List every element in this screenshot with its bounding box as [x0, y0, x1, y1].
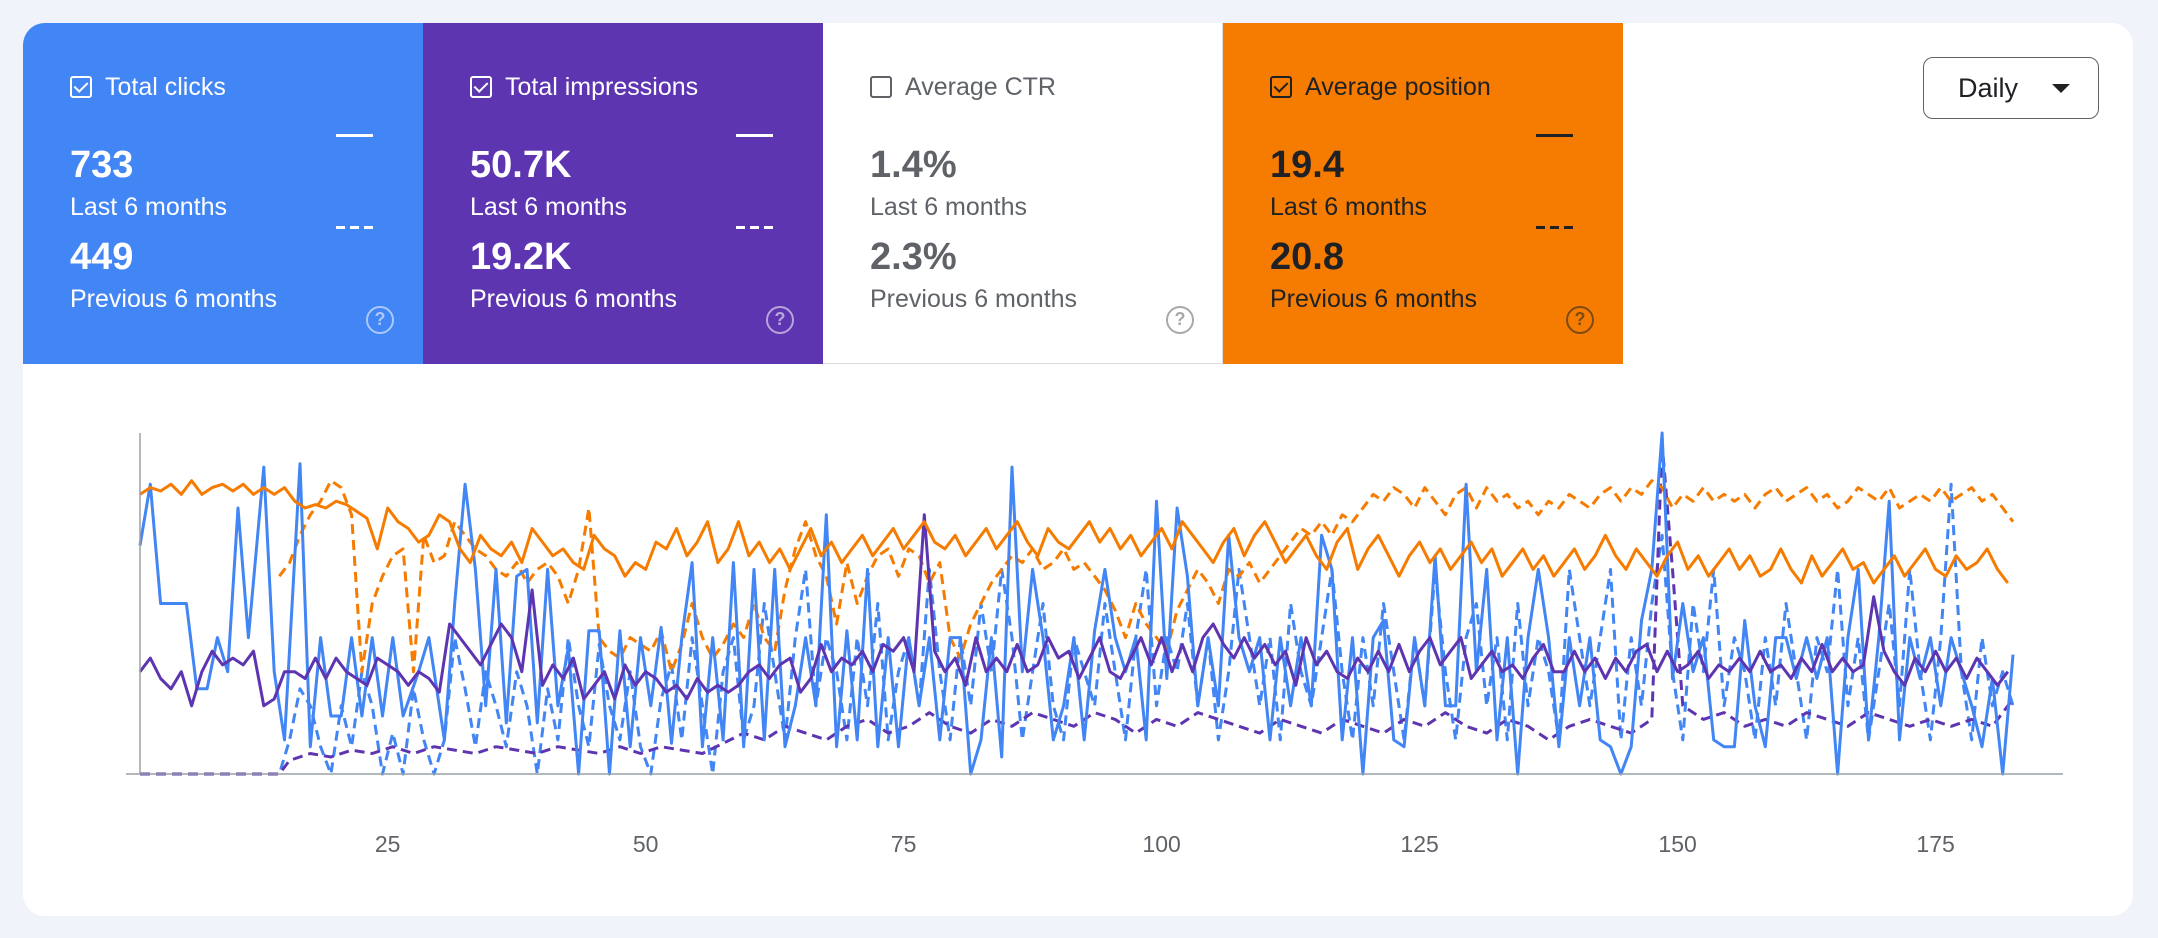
- help-circle-icon[interactable]: ?: [766, 306, 794, 334]
- x-tick-label: 75: [891, 831, 917, 857]
- tile-title: Average position: [1305, 72, 1491, 101]
- x-tick-label: 125: [1400, 831, 1438, 857]
- performance-card: Total clicks 733 Last 6 months 449 Previ…: [23, 23, 2133, 916]
- previous-period: Previous 6 months: [870, 285, 1078, 313]
- tile-average-ctr[interactable]: Average CTR 1.4% Last 6 months 2.3% Prev…: [823, 23, 1223, 364]
- x-tick-labels: 25 50 75 100 125 150 175: [375, 831, 1955, 857]
- dashed-line-legend-icon: [736, 226, 773, 229]
- tile-header: Average CTR: [870, 72, 1056, 102]
- previous-period: Previous 6 months: [1270, 285, 1478, 313]
- current-value: 733: [70, 144, 134, 186]
- checkbox-icon[interactable]: [470, 76, 492, 98]
- x-tick-label: 150: [1658, 831, 1696, 857]
- tile-header: Total impressions: [470, 72, 698, 102]
- series-line-total-clicks-previous: [140, 482, 2015, 776]
- current-value: 19.4: [1270, 144, 1344, 186]
- tile-header: Average position: [1270, 72, 1491, 102]
- performance-line-chart: 25 50 75 100 125 150 175: [126, 431, 2063, 857]
- x-tick-label: 25: [375, 831, 401, 857]
- dashed-line-legend-icon: [336, 226, 373, 229]
- current-period: Last 6 months: [1270, 193, 1428, 221]
- tile-total-clicks[interactable]: Total clicks 733 Last 6 months 449 Previ…: [23, 23, 423, 364]
- checkbox-icon[interactable]: [870, 76, 892, 98]
- solid-line-legend-icon: [1536, 134, 1573, 137]
- current-period: Last 6 months: [70, 193, 228, 221]
- tile-title: Average CTR: [905, 72, 1056, 101]
- previous-period: Previous 6 months: [470, 285, 678, 313]
- series-layer: [138, 431, 2015, 776]
- previous-value: 20.8: [1270, 236, 1344, 278]
- x-tick-label: 175: [1916, 831, 1954, 857]
- dashed-line-legend-icon: [1536, 226, 1573, 229]
- x-tick-label: 100: [1142, 831, 1180, 857]
- current-value: 50.7K: [470, 144, 572, 186]
- checkbox-icon[interactable]: [70, 76, 92, 98]
- previous-period: Previous 6 months: [70, 285, 278, 313]
- granularity-label: Daily: [1958, 72, 2019, 103]
- series-line-average-position: [139, 479, 2009, 585]
- help-circle-icon[interactable]: ?: [366, 306, 394, 334]
- granularity-dropdown[interactable]: Daily: [1923, 57, 2099, 119]
- solid-line-legend-icon: [336, 134, 373, 137]
- caret-down-icon: [2052, 84, 2070, 93]
- tile-header: Total clicks: [70, 72, 226, 102]
- current-value: 1.4%: [870, 144, 957, 186]
- tile-average-position[interactable]: Average position 19.4 Last 6 months 20.8…: [1223, 23, 1623, 364]
- metric-tiles: Total clicks 733 Last 6 months 449 Previ…: [23, 23, 1623, 364]
- x-tick-label: 50: [633, 831, 659, 857]
- checkbox-icon[interactable]: [1270, 76, 1292, 98]
- current-period: Last 6 months: [870, 193, 1028, 221]
- current-period: Last 6 months: [470, 193, 628, 221]
- tile-title: Total clicks: [105, 72, 226, 101]
- previous-value: 2.3%: [870, 236, 957, 278]
- help-circle-icon[interactable]: ?: [1566, 306, 1594, 334]
- help-circle-icon[interactable]: ?: [1166, 306, 1194, 334]
- previous-value: 19.2K: [470, 236, 572, 278]
- series-line-average-position-previous: [278, 479, 2015, 674]
- tile-title: Total impressions: [505, 72, 699, 101]
- tile-total-impressions[interactable]: Total impressions 50.7K Last 6 months 19…: [423, 23, 823, 364]
- series-line-total-impressions: [138, 513, 2009, 708]
- solid-line-legend-icon: [736, 134, 773, 137]
- previous-value: 449: [70, 236, 134, 278]
